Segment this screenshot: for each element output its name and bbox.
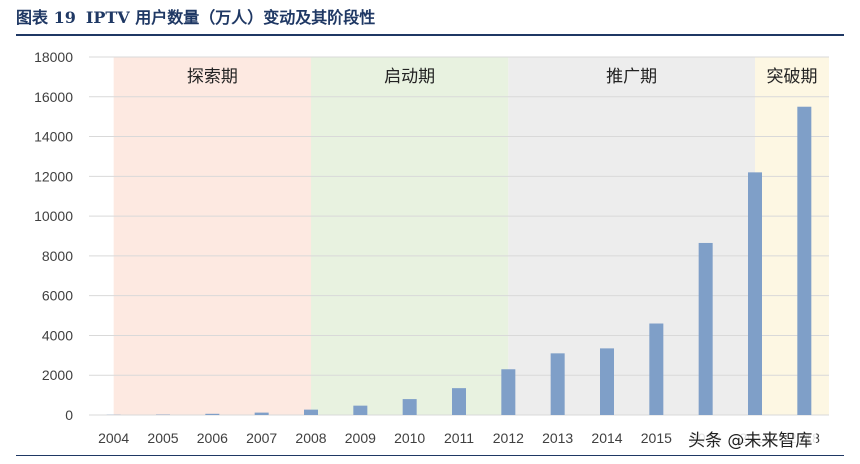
x-tick-label: 2006: [197, 430, 228, 446]
bar: [304, 409, 318, 415]
bar: [353, 405, 368, 415]
watermark: 头条 @未来智库: [684, 426, 817, 451]
figure-title-text: IPTV 用户数量（万人）变动及其阶段性: [85, 8, 376, 27]
x-tick-label: 2005: [147, 430, 178, 446]
x-tick-label: 2010: [394, 430, 425, 446]
bar: [600, 348, 614, 415]
phase-labels: 探索期 启动期 推广期 突破期: [187, 67, 818, 87]
x-tick-label: 2004: [98, 430, 129, 446]
x-tick-label: 2013: [542, 430, 573, 446]
y-tick-label: 18000: [34, 49, 73, 65]
y-tick-label: 2000: [42, 367, 73, 383]
bars: [106, 106, 812, 415]
y-tick-label: 0: [65, 407, 73, 423]
bar: [748, 172, 762, 415]
bar: [649, 323, 664, 415]
x-tick-label: 2007: [246, 430, 277, 446]
phase-band: [113, 57, 312, 415]
x-tick-label: 2015: [641, 430, 672, 446]
y-tick-label: 12000: [34, 168, 73, 184]
phase-bands: [113, 57, 829, 415]
y-tick-label: 8000: [42, 248, 73, 264]
phase-label: 探索期: [187, 67, 238, 87]
bar: [205, 413, 220, 415]
y-tick-label: 14000: [34, 129, 73, 145]
phase-label: 启动期: [384, 67, 435, 87]
bar-chart: 0 2000 4000 6000 8000 10000 12000 14000 16000 180…: [34, 49, 829, 446]
y-axis-ticks: 0 2000 4000 6000 8000 10000 12000 14000 16000 180…: [34, 49, 73, 423]
bar: [402, 399, 417, 415]
bar: [501, 369, 516, 415]
bottom-divider: [16, 455, 844, 456]
y-tick-label: 16000: [34, 89, 73, 105]
title-divider: [16, 34, 844, 36]
x-tick-label: 2012: [493, 430, 524, 446]
gridlines: [89, 56, 829, 416]
bar: [698, 242, 713, 415]
bar: [550, 353, 565, 415]
phase-band: [508, 57, 755, 415]
figure-label: 图表 19: [16, 8, 76, 27]
y-tick-label: 10000: [34, 208, 73, 224]
phase-band: [755, 57, 829, 415]
x-tick-label: 2014: [591, 430, 622, 446]
phase-label: 突破期: [767, 67, 818, 87]
x-tick-label: 2009: [345, 430, 376, 446]
bar: [254, 412, 269, 415]
phase-band: [311, 57, 509, 415]
x-tick-label: 2011: [444, 430, 474, 446]
x-tick-label: 2008: [295, 430, 326, 446]
y-tick-label: 6000: [42, 288, 73, 304]
y-tick-label: 4000: [42, 327, 73, 343]
bar: [797, 106, 812, 415]
phase-label: 推广期: [606, 67, 657, 87]
bar: [452, 388, 466, 415]
figure-title: 图表 19 IPTV 用户数量（万人）变动及其阶段性: [16, 4, 375, 32]
